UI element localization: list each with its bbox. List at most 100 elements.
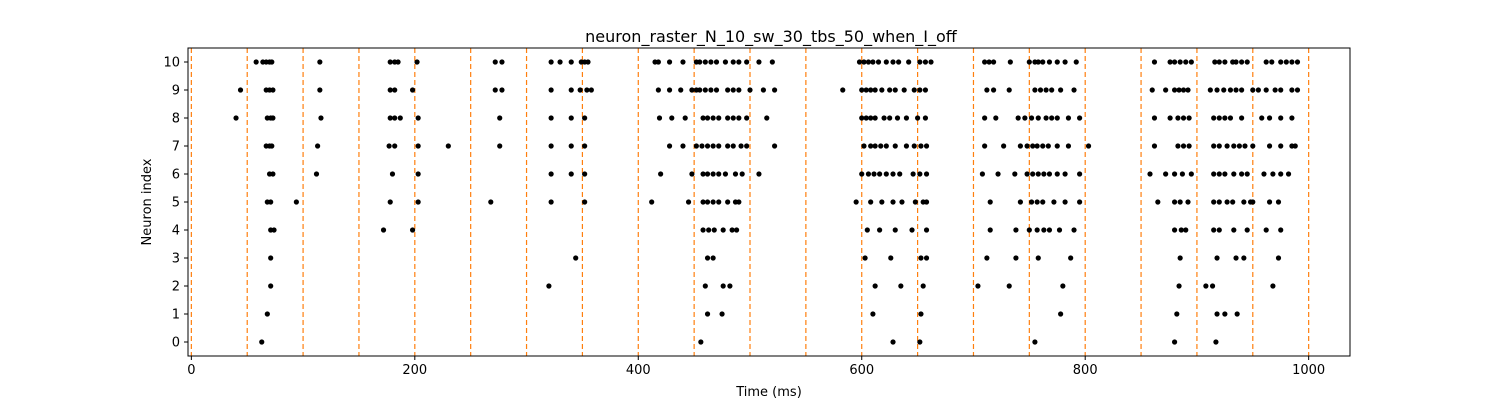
- spike-point: [730, 115, 736, 121]
- spike-point: [1177, 255, 1183, 261]
- spike-point: [1272, 87, 1278, 93]
- spike-point: [732, 171, 739, 177]
- spike-point: [1180, 87, 1187, 93]
- y-tick-label: 0: [172, 336, 180, 351]
- spike-point: [1163, 87, 1169, 93]
- spike-point: [380, 227, 387, 233]
- spike-point: [1278, 115, 1284, 121]
- neuron-5-spikes: [264, 199, 1282, 205]
- spike-point: [658, 171, 664, 177]
- spike-point: [730, 87, 736, 93]
- spike-point: [727, 283, 733, 289]
- spike-point: [1233, 59, 1239, 65]
- spike-point: [1241, 199, 1247, 205]
- spike-point: [492, 87, 498, 93]
- spike-point: [1283, 59, 1289, 65]
- spike-point: [548, 199, 554, 205]
- spike-point: [1034, 227, 1040, 233]
- spike-point: [1259, 115, 1265, 121]
- spike-point: [700, 115, 706, 121]
- spike-point: [582, 115, 588, 121]
- x-tick-label: 0: [187, 363, 195, 378]
- spike-point: [445, 143, 451, 149]
- vertical-dashed-lines: [190, 48, 1310, 356]
- spike-point: [1077, 171, 1083, 177]
- spike-point: [700, 199, 706, 205]
- spike-point: [1054, 171, 1060, 177]
- spike-point: [568, 115, 574, 121]
- spike-point: [1046, 227, 1053, 233]
- spike-point: [649, 199, 655, 205]
- spike-point: [1222, 115, 1228, 121]
- spike-point: [1032, 87, 1038, 93]
- neuron-2-spikes: [268, 283, 1276, 289]
- x-tick-label: 400: [626, 363, 651, 378]
- spike-point: [1239, 59, 1245, 65]
- spike-point: [689, 171, 695, 177]
- spike-point: [548, 87, 554, 93]
- spike-point: [917, 339, 923, 345]
- spike-point: [739, 171, 745, 177]
- spike-point: [747, 87, 753, 93]
- spike-point: [568, 59, 574, 65]
- spike-point: [414, 59, 420, 65]
- spike-point: [1032, 339, 1038, 345]
- spike-point: [859, 115, 865, 121]
- spike-point: [317, 59, 323, 65]
- spike-point: [720, 283, 726, 289]
- spike-point: [861, 59, 867, 65]
- spike-point: [1028, 115, 1035, 121]
- chart-title: neuron_raster_N_10_sw_30_tbs_50_when_I_o…: [585, 27, 958, 47]
- spike-point: [1211, 143, 1217, 149]
- y-tick-label: 8: [172, 112, 180, 127]
- spike-point: [704, 171, 711, 177]
- spike-point: [1278, 227, 1284, 233]
- spike-point: [918, 143, 924, 149]
- spike-point: [1065, 143, 1072, 149]
- spike-point: [730, 143, 736, 149]
- spike-point: [1026, 227, 1032, 233]
- spike-point: [1043, 115, 1049, 121]
- spike-point: [577, 87, 583, 93]
- spike-point: [1185, 87, 1191, 93]
- spike-point: [656, 115, 663, 121]
- spike-point: [315, 143, 321, 149]
- spike-point: [1051, 199, 1057, 205]
- spike-point: [682, 115, 688, 121]
- spike-point: [875, 59, 882, 65]
- spike-point: [685, 199, 692, 205]
- spike-point: [769, 59, 775, 65]
- spike-point: [1030, 171, 1036, 177]
- spike-point: [1077, 115, 1083, 121]
- spike-point: [733, 227, 740, 233]
- spike-point: [872, 143, 878, 149]
- spike-point: [269, 143, 275, 149]
- spike-points: [233, 59, 1301, 345]
- spike-point: [1216, 199, 1222, 205]
- spike-point: [760, 87, 767, 93]
- spike-point: [1263, 59, 1269, 65]
- spike-point: [890, 59, 896, 65]
- spike-point: [1231, 143, 1237, 149]
- spike-point: [392, 115, 398, 121]
- spike-point: [1270, 283, 1276, 289]
- spike-point: [700, 227, 706, 233]
- spike-point: [877, 227, 883, 233]
- spike-point: [995, 171, 1001, 177]
- spike-point: [1178, 227, 1184, 233]
- spike-point: [1171, 171, 1178, 177]
- spike-point: [1266, 199, 1273, 205]
- spike-point: [1183, 227, 1189, 233]
- spike-point: [1065, 115, 1072, 121]
- spike-point: [1175, 143, 1181, 149]
- spike-point: [923, 227, 930, 233]
- spike-point: [585, 59, 591, 65]
- spike-point: [704, 143, 711, 149]
- spike-point: [1183, 59, 1189, 65]
- spike-point: [868, 87, 874, 93]
- spike-point: [697, 59, 703, 65]
- spike-point: [1250, 143, 1256, 149]
- spike-point: [588, 87, 594, 93]
- spike-point: [1013, 227, 1019, 233]
- spike-point: [716, 115, 722, 121]
